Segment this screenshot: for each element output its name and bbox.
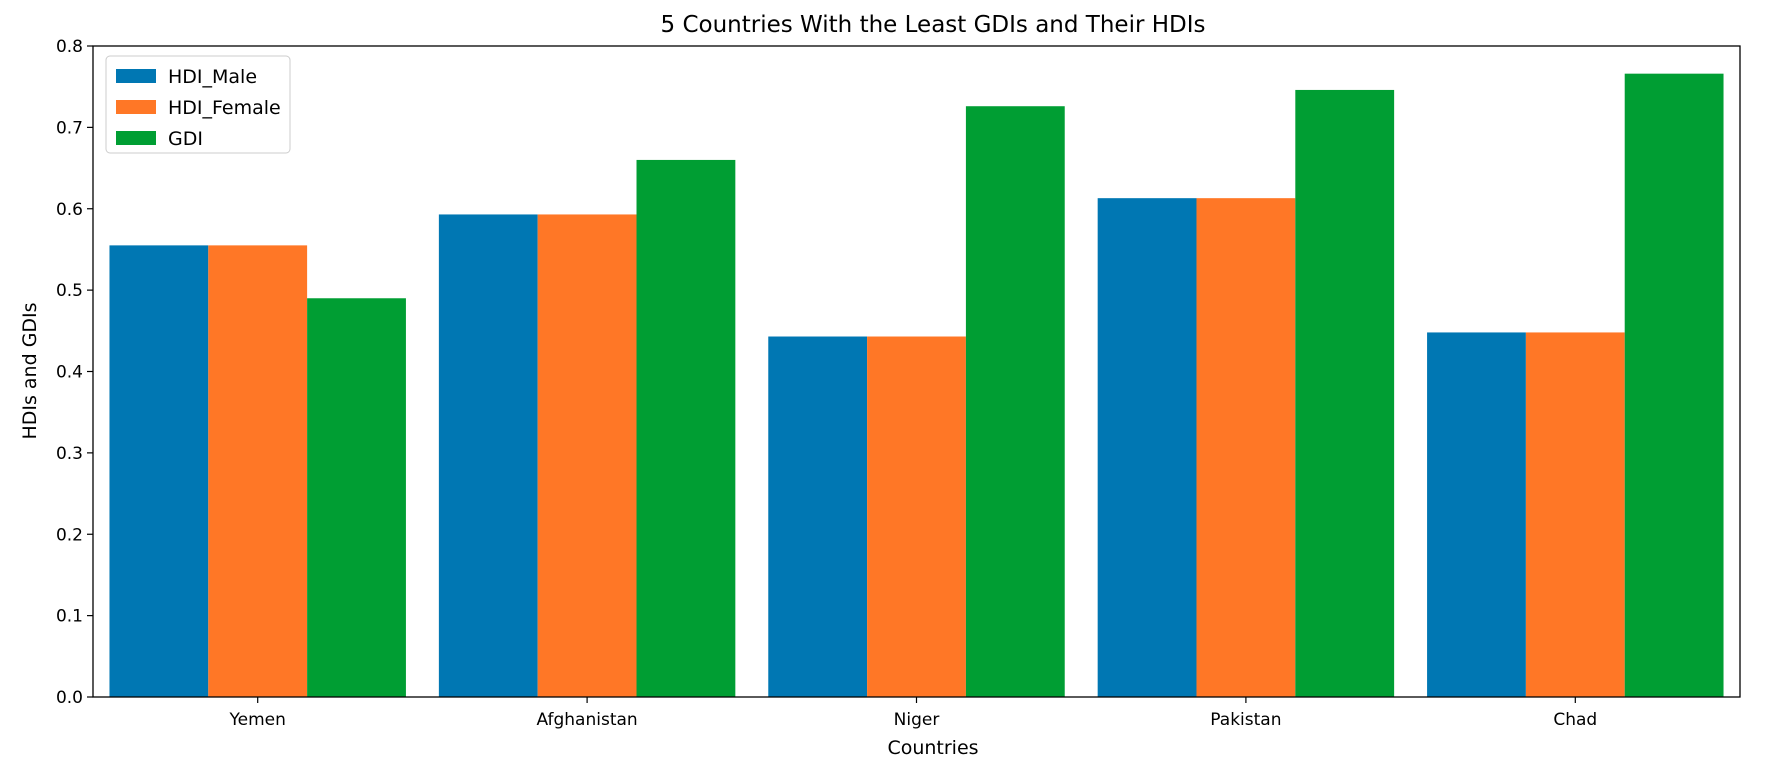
legend-label: HDI_Female (168, 97, 281, 119)
y-tick-label: 0.6 (56, 200, 83, 220)
legend-label: HDI_Male (168, 66, 257, 88)
bar-hdi-female-niger (867, 336, 966, 697)
x-axis: Yemen Afghanistan Niger Pakistan Chad (229, 697, 1597, 730)
legend-swatch (116, 131, 156, 145)
y-axis-label: HDIs and GDIs (19, 302, 41, 439)
bar-hdi-male-yemen (109, 245, 209, 697)
y-tick-label: 0.7 (56, 118, 83, 138)
y-tick-label: 0.4 (56, 363, 83, 383)
x-tick-label: Pakistan (1210, 710, 1281, 730)
y-tick-label: 0.1 (56, 607, 83, 627)
bar-gdi-niger (965, 106, 1065, 698)
x-tick-label: Chad (1553, 710, 1597, 730)
bar-gdi-chad (1624, 73, 1724, 698)
bar-hdi-male-afghanistan (438, 214, 538, 697)
legend-swatch (116, 69, 156, 83)
y-tick-label: 0.5 (56, 281, 83, 301)
y-axis: 0.0 0.1 0.2 0.3 0.4 0.5 0.6 0.7 0.8 (56, 37, 93, 708)
bar-hdi-male-chad (1427, 332, 1526, 697)
legend-label: GDI (168, 128, 203, 150)
y-tick-label: 0.3 (56, 444, 83, 464)
x-tick-label: Afghanistan (536, 710, 637, 730)
legend-swatch (116, 100, 156, 114)
bar-hdi-female-afghanistan (537, 214, 637, 697)
x-tick-label: Niger (894, 710, 940, 730)
bars-group (109, 73, 1724, 698)
bar-hdi-male-pakistan (1097, 198, 1197, 698)
chart-title: 5 Countries With the Least GDIs and Thei… (661, 12, 1206, 38)
x-axis-label: Countries (887, 737, 978, 759)
y-tick-label: 0.2 (56, 525, 83, 545)
bar-gdi-afghanistan (636, 159, 736, 697)
bar-hdi-female-pakistan (1196, 198, 1296, 698)
x-tick-label: Yemen (229, 710, 286, 730)
bar-hdi-male-niger (768, 336, 868, 697)
bar-hdi-female-chad (1525, 332, 1625, 697)
bar-gdi-yemen (307, 298, 406, 697)
bar-hdi-female-yemen (208, 245, 308, 697)
legend: HDI_Male HDI_Female GDI (105, 55, 291, 154)
y-tick-label: 0.0 (56, 688, 83, 708)
bar-gdi-pakistan (1295, 89, 1395, 697)
y-tick-label: 0.8 (56, 37, 83, 57)
